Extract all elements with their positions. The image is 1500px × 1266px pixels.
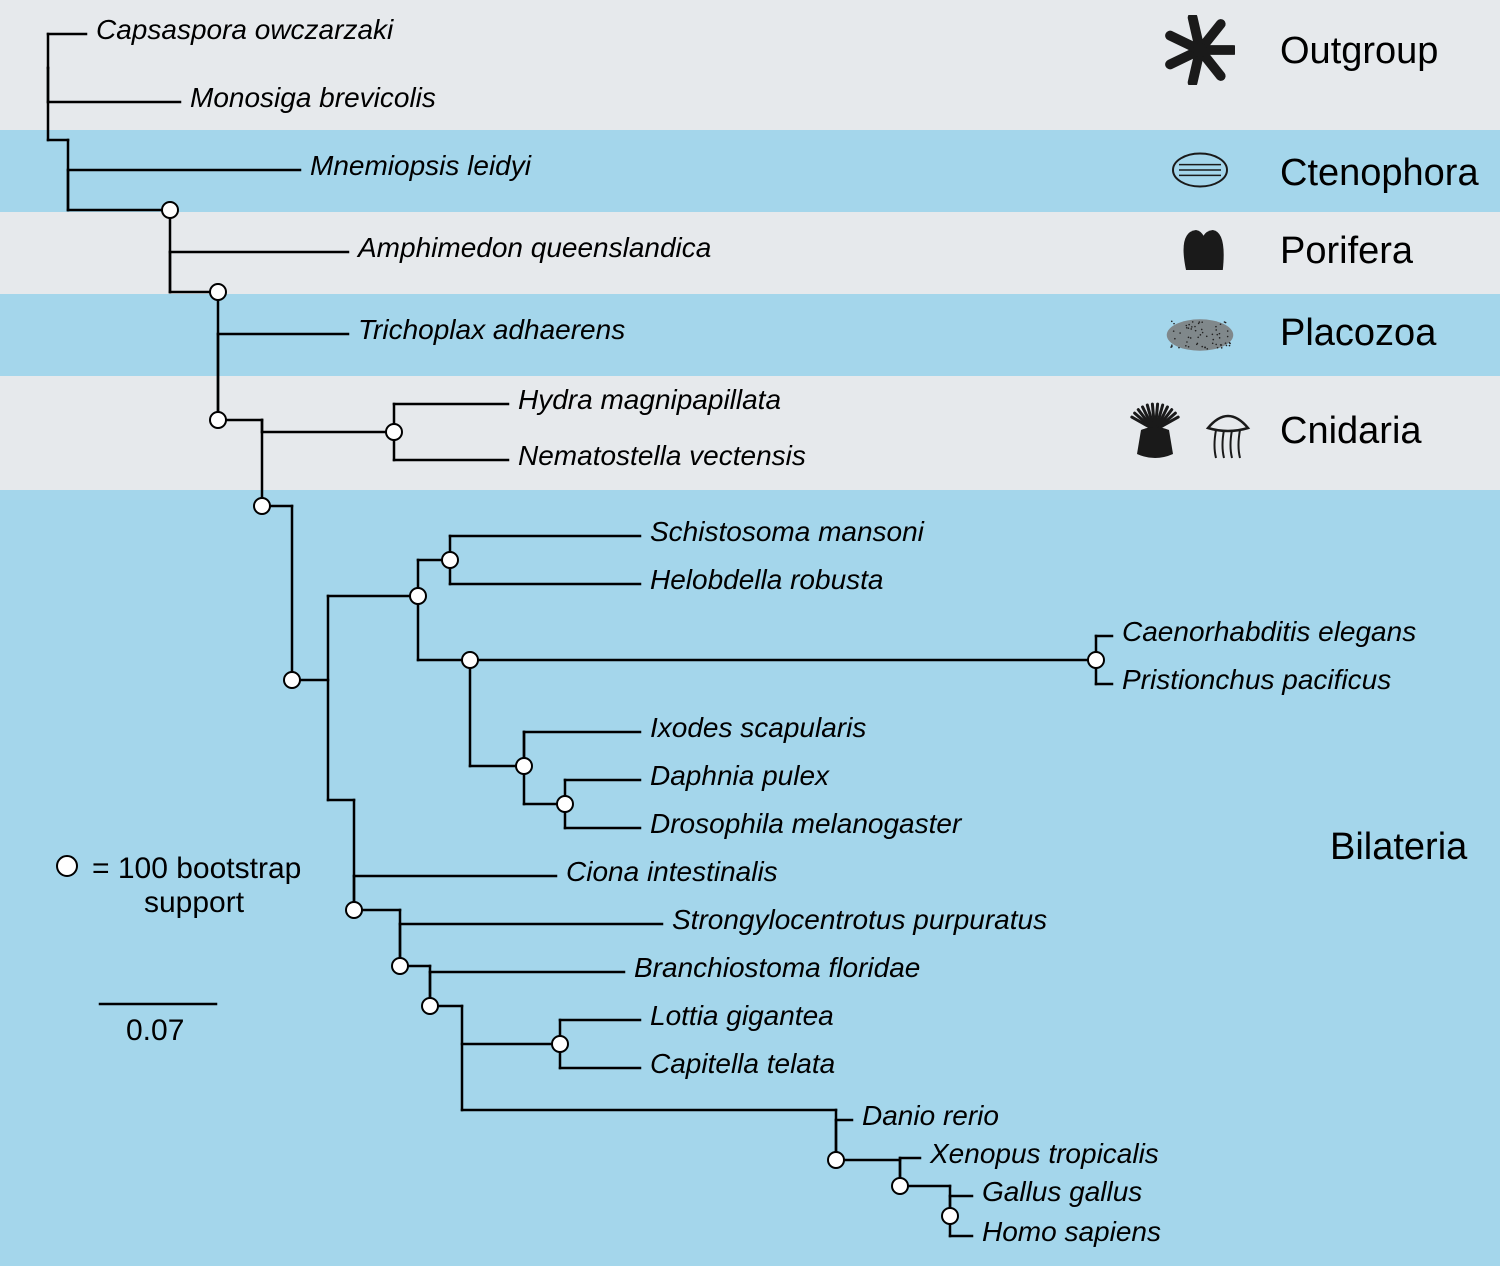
- group-label-bilateria: Bilateria: [1330, 826, 1467, 869]
- scale-bar-label: 0.07: [126, 1014, 184, 1048]
- taxon-schistosoma: Schistosoma mansoni: [650, 516, 924, 548]
- taxon-helobdella: Helobdella robusta: [650, 564, 884, 596]
- taxon-caen: Caenorhabditis elegans: [1122, 616, 1416, 648]
- group-label-porifera: Porifera: [1280, 230, 1413, 273]
- taxon-xenopus: Xenopus tropicalis: [930, 1138, 1159, 1170]
- taxon-hydra: Hydra magnipapillata: [518, 384, 781, 416]
- taxon-strongyl: Strongylocentrotus purpuratus: [672, 904, 1047, 936]
- taxon-capsaspora: Capsaspora owczarzaki: [96, 14, 393, 46]
- ctenophora-icon: [1170, 140, 1230, 200]
- taxon-drosophila: Drosophila melanogaster: [650, 808, 961, 840]
- taxon-trichoplax: Trichoplax adhaerens: [358, 314, 625, 346]
- taxon-ciona: Ciona intestinalis: [566, 856, 778, 888]
- legend-line-2: support: [144, 886, 244, 920]
- taxon-monosiga: Monosiga brevicolis: [190, 82, 436, 114]
- taxon-danio: Danio rerio: [862, 1100, 999, 1132]
- legend-line-1: = 100 bootstrap: [92, 852, 301, 886]
- taxon-amphimedon: Amphimedon queenslandica: [358, 232, 711, 264]
- group-label-cnidaria: Cnidaria: [1280, 410, 1422, 453]
- taxon-homo: Homo sapiens: [982, 1216, 1161, 1248]
- porifera-icon: [1170, 222, 1230, 282]
- group-label-ctenophora: Ctenophora: [1280, 152, 1479, 195]
- cnidaria-icon-2: [1196, 400, 1260, 464]
- taxon-nematostella: Nematostella vectensis: [518, 440, 806, 472]
- placozoa-icon: [1165, 300, 1235, 370]
- group-label-outgroup: Outgroup: [1280, 30, 1438, 73]
- taxon-prist: Pristionchus pacificus: [1122, 664, 1391, 696]
- taxon-capitella: Capitella telata: [650, 1048, 835, 1080]
- outgroup-icon: [1165, 15, 1235, 85]
- taxon-gallus: Gallus gallus: [982, 1176, 1142, 1208]
- taxon-branchio: Branchiostoma floridae: [634, 952, 920, 984]
- taxon-mnemiopsis: Mnemiopsis leidyi: [310, 150, 531, 182]
- taxon-lottia: Lottia gigantea: [650, 1000, 834, 1032]
- taxon-daphnia: Daphnia pulex: [650, 760, 829, 792]
- cnidaria-icon-1: [1123, 400, 1187, 464]
- group-label-placozoa: Placozoa: [1280, 312, 1436, 355]
- taxon-ixodes: Ixodes scapularis: [650, 712, 866, 744]
